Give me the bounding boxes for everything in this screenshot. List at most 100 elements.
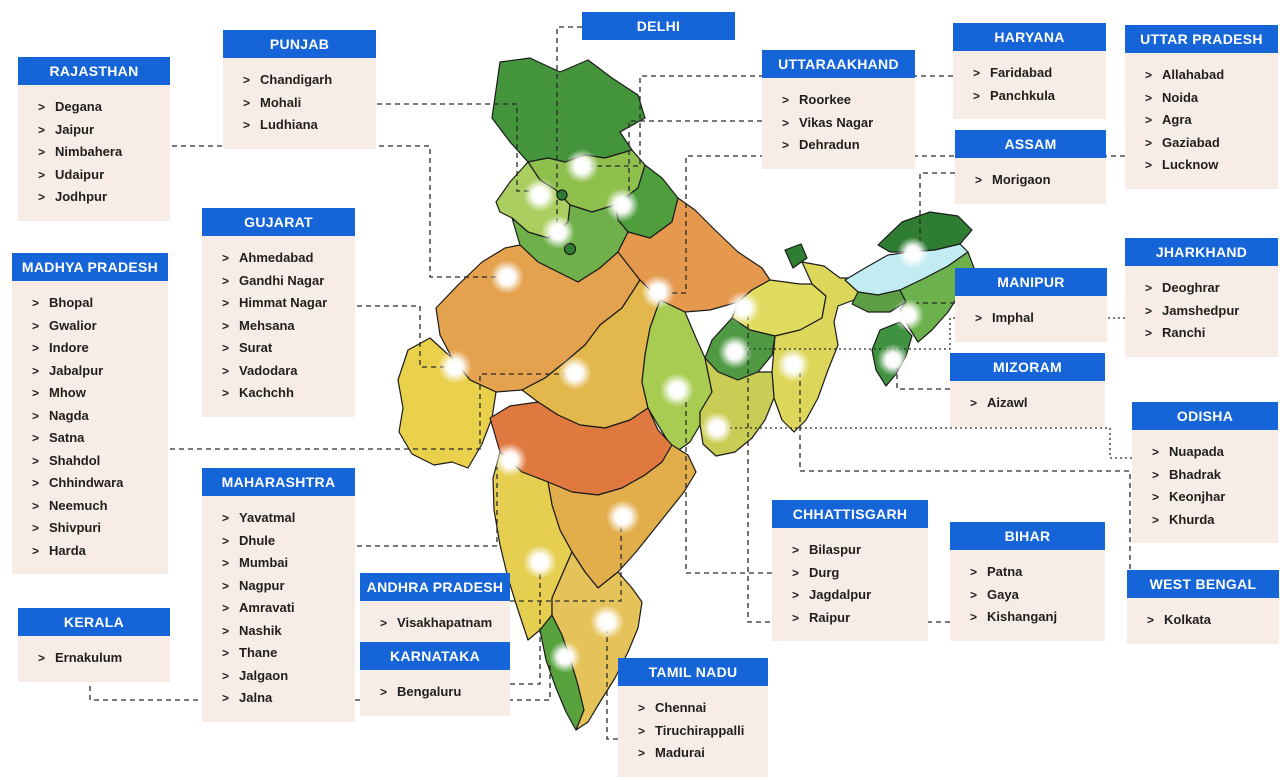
city-item: > Roorkee — [782, 89, 911, 112]
state-box-gujarat: GUJARAT > Ahmedabad > Gandhi Nagar > Himmat Na… — [202, 208, 355, 417]
city-item: > Nuapada — [1152, 441, 1274, 464]
city-item: > Gwalior — [32, 315, 164, 338]
city-label: Ahmedabad — [239, 250, 314, 265]
city-item: > Panchkula — [973, 85, 1102, 108]
city-item: > Chhindwara — [32, 472, 164, 495]
state-box-uttar-pradesh: UTTAR PRADESH > Allahabad > Noida > Agra > Gazia… — [1125, 25, 1278, 189]
city-item: > Gandhi Nagar — [222, 270, 351, 293]
city-item: > Agra — [1145, 109, 1274, 132]
region-jammu-kashmir — [491, 57, 646, 163]
city-marker — [641, 275, 675, 309]
city-item: > Ahmedabad — [222, 247, 351, 270]
city-item: > Madurai — [638, 742, 764, 765]
chevron-icon: > — [782, 138, 790, 152]
chevron-icon: > — [222, 646, 230, 660]
city-list: > Allahabad > Noida > Agra > Gaziabad > Lucknow — [1125, 53, 1278, 189]
city-label: Panchkula — [990, 87, 1056, 103]
city-label: Kolkata — [1164, 612, 1211, 627]
city-label: Deoghrar — [1162, 280, 1220, 295]
city-label: Mehsana — [239, 317, 295, 333]
city-item: > Nagpur — [222, 575, 351, 598]
city-label: Nuapada — [1169, 444, 1224, 459]
city-list: > Nuapada > Bhadrak > Keonjhar > Khurda — [1132, 430, 1278, 543]
state-box-jharkhand: JHARKHAND > Deoghrar > Jamshedpur > Ranchi — [1125, 238, 1278, 357]
city-label: Jalgaon — [239, 667, 289, 683]
city-marker — [490, 260, 524, 294]
city-label: Lucknow — [1162, 157, 1219, 172]
city-marker — [590, 605, 624, 639]
state-box-title: ODISHA — [1132, 402, 1278, 430]
city-item: > Ernakulum — [38, 647, 166, 670]
city-label: Jodhpur — [55, 189, 108, 204]
state-box-title: KERALA — [18, 608, 170, 636]
city-label: Jabalpur — [49, 362, 104, 378]
city-label: Degana — [55, 99, 102, 114]
city-marker — [776, 348, 810, 382]
state-box-title: KARNATAKA — [360, 642, 510, 670]
city-item: > Nashik — [222, 620, 351, 643]
state-box-title: GUJARAT — [202, 208, 355, 236]
city-label: Vadodara — [239, 362, 298, 378]
city-label: Ernakulum — [55, 650, 123, 665]
city-label: Nagda — [49, 407, 89, 423]
chevron-icon: > — [222, 623, 230, 638]
city-list: > Chandigarh > Mohali > Ludhiana — [223, 58, 376, 149]
city-label: Patna — [987, 564, 1023, 579]
city-marker — [660, 373, 694, 407]
city-marker — [877, 344, 909, 376]
city-label: Nagpur — [239, 577, 285, 593]
city-item: > Shahdol — [32, 450, 164, 473]
chevron-icon: > — [973, 66, 981, 80]
state-box-title: CHHATTISGARH — [772, 500, 928, 528]
connector-madhya-pradesh — [170, 373, 564, 450]
chevron-icon: > — [222, 318, 230, 333]
city-label: Mumbai — [239, 555, 289, 570]
chevron-icon: > — [975, 311, 983, 325]
chevron-icon: > — [243, 95, 251, 110]
state-box-title: MANIPUR — [955, 268, 1107, 296]
chevron-icon: > — [32, 476, 40, 490]
city-item: > Chandigarh — [243, 69, 372, 92]
chevron-icon: > — [222, 273, 230, 288]
connector-gujarat — [357, 305, 444, 368]
city-label: Gwalior — [49, 317, 97, 333]
city-marker — [892, 299, 924, 331]
state-box-title: UTTARAAKHAND — [762, 50, 915, 78]
city-list: > Bhopal > Gwalior > Indore > Jabalpur > Mhow > Nag… — [12, 281, 168, 574]
chevron-icon: > — [973, 88, 981, 103]
chevron-icon: > — [1145, 303, 1153, 318]
city-list: > Aizawl — [950, 381, 1105, 427]
chevron-icon: > — [38, 190, 46, 204]
city-list: > Deoghrar > Jamshedpur > Ranchi — [1125, 266, 1278, 357]
chevron-icon: > — [1145, 113, 1153, 127]
chevron-icon: > — [222, 386, 230, 400]
state-box-west-bengal: WEST BENGAL > Kolkata — [1127, 570, 1279, 644]
state-box-haryana: HARYANA > Faridabad > Panchkula — [953, 23, 1106, 119]
city-list: > Yavatmal > Dhule > Mumbai > Nagpur > Amravati > N… — [202, 496, 355, 722]
state-box-title: JHARKHAND — [1125, 238, 1278, 266]
city-item: > Lucknow — [1145, 154, 1274, 177]
city-item: > Himmat Nagar — [222, 292, 351, 315]
chevron-icon: > — [222, 363, 230, 378]
chevron-icon: > — [243, 118, 251, 132]
city-item: > Gaziabad — [1145, 132, 1274, 155]
city-item: > Kolkata — [1147, 609, 1275, 632]
chevron-icon: > — [222, 341, 230, 355]
state-box-title: WEST BENGAL — [1127, 570, 1279, 598]
state-box-madhya-pradesh: MADHYA PRADESH > Bhopal > Gwalior > Indore > Jab… — [12, 253, 168, 574]
chevron-icon: > — [38, 100, 46, 114]
city-label: Khurda — [1169, 511, 1215, 527]
chevron-icon: > — [32, 498, 40, 513]
city-item: > Raipur — [792, 607, 924, 630]
city-label: Agra — [1162, 112, 1192, 127]
state-box-kerala: KERALA > Ernakulum — [18, 608, 170, 682]
city-label: Bengaluru — [397, 684, 462, 699]
chevron-icon: > — [1152, 467, 1160, 482]
city-label: Chennai — [655, 700, 707, 715]
chevron-icon: > — [1147, 613, 1155, 627]
chevron-icon: > — [970, 565, 978, 579]
city-list: > Roorkee > Vikas Nagar > Dehradun — [762, 78, 915, 169]
city-item: > Keonjhar — [1152, 486, 1274, 509]
city-item: > Ludhiana — [243, 114, 372, 137]
connector-mizoram — [896, 368, 950, 390]
